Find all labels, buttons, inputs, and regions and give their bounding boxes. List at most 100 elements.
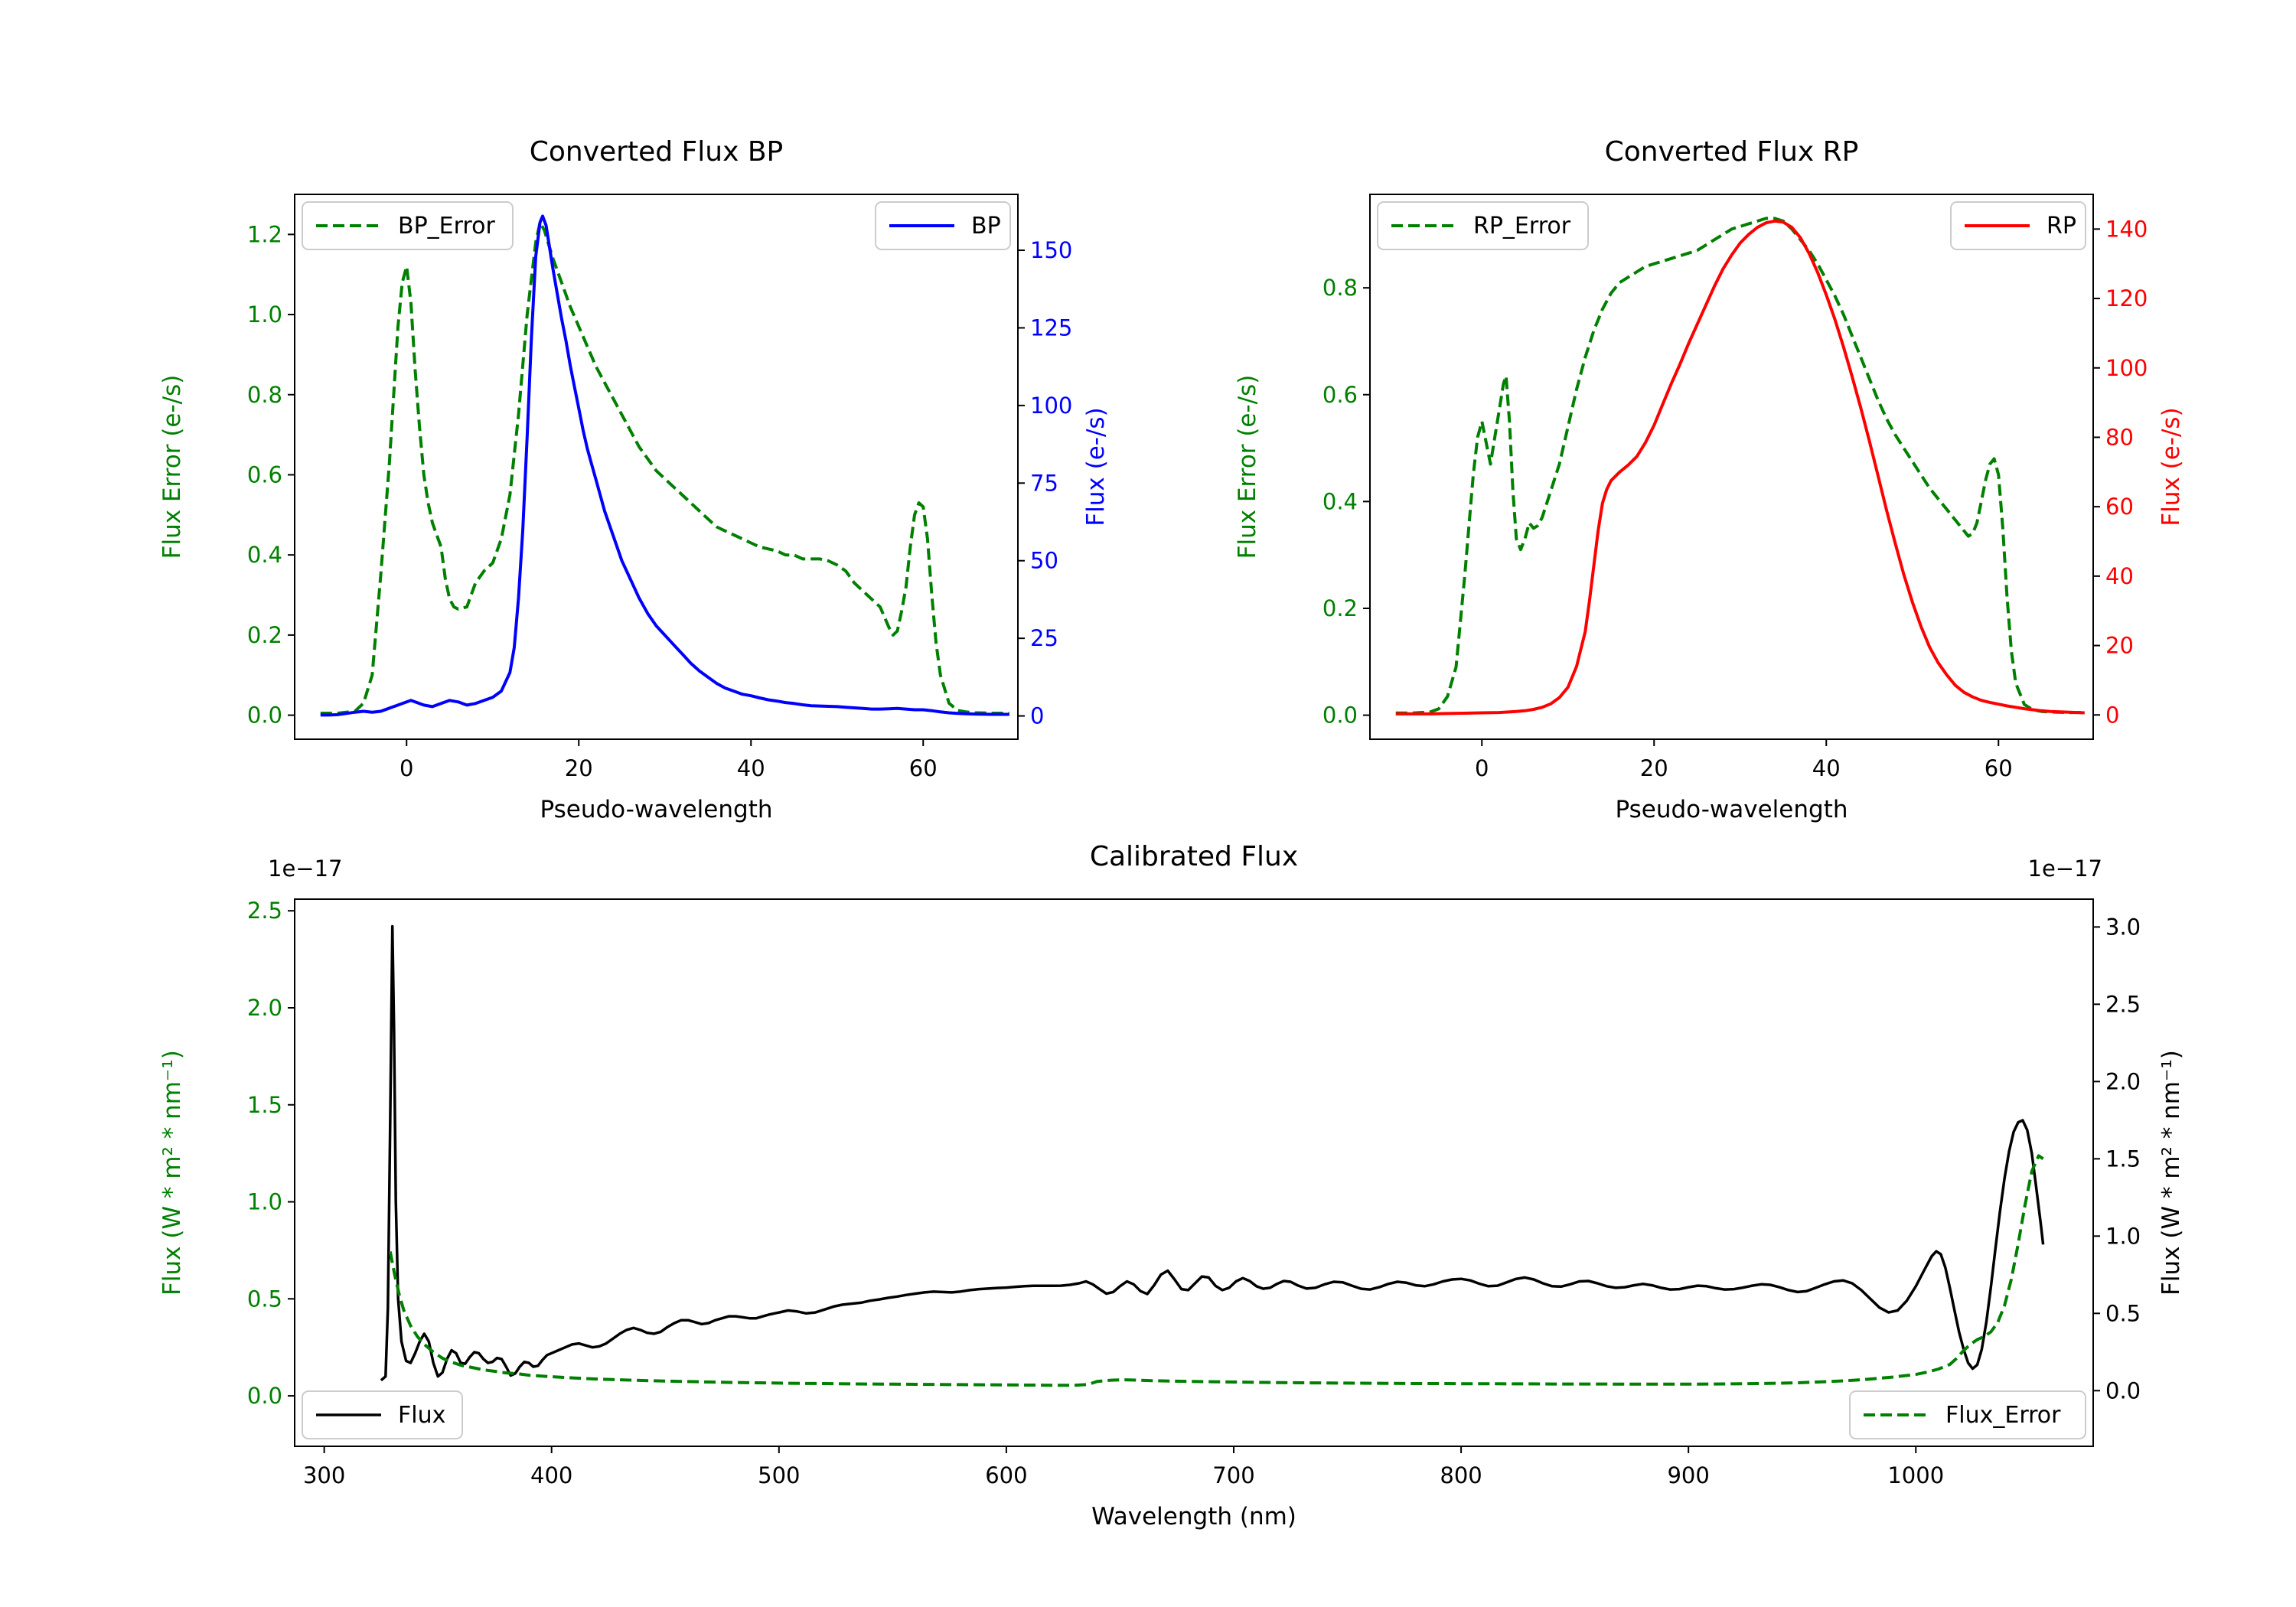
legend-box: [1377, 201, 1589, 250]
y-tick-label-left: 0.8: [1322, 275, 1358, 301]
y-tick-label-right: 100: [2105, 355, 2148, 381]
y-tick-label-right: 0: [2105, 702, 2119, 728]
y-tick-label-left: 1.2: [247, 221, 282, 247]
chart-title: Converted Flux RP: [1605, 136, 1859, 168]
y-tick-label-left: 0.4: [1322, 488, 1358, 514]
y-tick-label-left: 0.0: [1322, 702, 1358, 729]
y-tick-label-right: 140: [2105, 216, 2148, 242]
legend-box: [302, 201, 514, 250]
offset-text-right: 1e−17: [2028, 856, 2103, 882]
x-tick-label: 20: [1640, 755, 1668, 781]
x-tick-label: 400: [530, 1462, 572, 1488]
axes-spines: [294, 194, 1019, 740]
y-tick-label-left: 0.8: [247, 382, 282, 408]
y-tick-label-right: 125: [1030, 315, 1072, 341]
y-tick-label-left: 0.0: [247, 702, 282, 729]
y-tick-label-left: 0.6: [247, 461, 282, 487]
chart-calibrated-flux: 300 400 500 600 700 800 900 1000 Wavelength (nm)…: [158, 841, 2185, 1530]
y-tick-label-right: 150: [1030, 237, 1072, 263]
x-tick-label: 300: [303, 1462, 345, 1488]
legend-label: BP_Error: [398, 213, 495, 240]
series-BP_Error: [320, 220, 1009, 715]
y-tick-label-left: 0.5: [247, 1286, 282, 1312]
x-tick-label: 500: [758, 1462, 800, 1488]
series-Flux: [380, 924, 2045, 1382]
series-RP: [1395, 219, 2085, 715]
x-tick-label: 60: [909, 755, 938, 781]
y-tick-label-right: 120: [2105, 285, 2148, 311]
y-tick-label-right: 50: [1030, 548, 1058, 574]
axes-spines: [294, 898, 2094, 1447]
legend-box: [1849, 1390, 2086, 1439]
y-tick-label-right: 100: [1030, 393, 1072, 419]
y-tick-label-left: 0.6: [1322, 382, 1358, 408]
y-axis-label-left: Flux (W * m² * nm⁻¹): [158, 1050, 186, 1296]
axes-spines: [1369, 194, 2094, 740]
y-tick-label-right: 40: [2105, 563, 2134, 589]
y-axis-label-right: Flux (W * m² * nm⁻¹): [2157, 1050, 2185, 1296]
y-tick-label-left: 0.4: [247, 542, 282, 568]
y-tick-label-right: 60: [2105, 494, 2134, 520]
x-tick-label: 800: [1440, 1462, 1482, 1488]
x-tick-label: 60: [1985, 755, 2013, 781]
x-tick-label: 20: [565, 755, 593, 781]
y-tick-label-right: 2.0: [2105, 1068, 2141, 1094]
y-tick-label-right: 3.0: [2105, 914, 2141, 940]
series-RP_Error: [1395, 217, 2085, 715]
x-tick-label: 0: [400, 755, 413, 781]
chart-converted-flux-rp: 0 20 40 60 Pseudo-wavelength 0.0 0.2 0.4 0.6 0.8 0…: [1234, 136, 2185, 823]
chart-title: Converted Flux BP: [530, 136, 783, 168]
legend-Flux: Flux: [302, 1390, 463, 1439]
y-tick-label-left: 2.0: [247, 995, 282, 1021]
y-tick-label-left: 2.5: [247, 898, 282, 924]
series-Flux_Error: [388, 1154, 2044, 1387]
y-axis-label-left: Flux Error (e-/s): [1234, 375, 1261, 559]
chart-title: Calibrated Flux: [1090, 841, 1298, 872]
y-tick-label-right: 20: [2105, 633, 2134, 659]
y-axis-label-left: Flux Error (e-/s): [158, 375, 186, 559]
legend-label: Flux: [398, 1402, 445, 1429]
y-tick-label-left: 0.2: [247, 622, 282, 648]
offset-text-left: 1e−17: [268, 856, 343, 882]
x-tick-label: 1000: [1887, 1462, 1944, 1488]
x-tick-label: 40: [1812, 755, 1841, 781]
x-tick-label: 600: [985, 1462, 1027, 1488]
legend-label: RP: [2047, 213, 2076, 240]
x-axis-label: Wavelength (nm): [1091, 1503, 1296, 1530]
legend-label: RP_Error: [1473, 213, 1571, 240]
legend-box: [302, 1390, 463, 1439]
y-tick-label-left: 1.0: [247, 302, 282, 328]
y-tick-label-left: 0.2: [1322, 595, 1358, 621]
x-axis-label: Pseudo-wavelength: [1615, 796, 1848, 823]
x-tick-label: 40: [737, 755, 765, 781]
legend-Flux_Error: Flux_Error: [1849, 1390, 2086, 1439]
legend-BP: BP: [875, 201, 1011, 250]
x-tick-label: 0: [1475, 755, 1489, 781]
legend-label: BP: [971, 213, 1001, 240]
legend-RP_Error: RP_Error: [1377, 201, 1589, 250]
legend-RP: RP: [1950, 201, 2086, 250]
y-tick-label-right: 0.5: [2105, 1300, 2141, 1326]
x-axis-label: Pseudo-wavelength: [540, 796, 772, 823]
y-tick-label-right: 1.5: [2105, 1146, 2141, 1172]
y-axis-label-right: Flux (e-/s): [2157, 407, 2185, 526]
y-tick-label-left: 1.0: [247, 1189, 282, 1215]
x-tick-label: 700: [1212, 1462, 1254, 1488]
y-axis-label-right: Flux (e-/s): [1082, 407, 1110, 526]
y-tick-label-left: 0.0: [247, 1383, 282, 1409]
y-tick-label-right: 1.0: [2105, 1223, 2141, 1249]
series-BP: [320, 214, 1009, 717]
y-tick-label-right: 80: [2105, 424, 2134, 450]
legend-BP_Error: BP_Error: [302, 201, 514, 250]
x-tick-label: 900: [1667, 1462, 1709, 1488]
y-tick-label-right: 0: [1030, 703, 1044, 729]
y-tick-label-right: 75: [1030, 470, 1058, 496]
chart-converted-flux-bp: 0 20 40 60 Pseudo-wavelength 0.0 0.2 0.4 0.6 0.8 1…: [158, 136, 1110, 823]
legend-label: Flux_Error: [1945, 1402, 2061, 1429]
y-tick-label-right: 0.0: [2105, 1377, 2141, 1403]
y-tick-label-right: 25: [1030, 625, 1058, 651]
y-tick-label-right: 2.5: [2105, 991, 2141, 1017]
y-tick-label-left: 1.5: [247, 1092, 282, 1118]
